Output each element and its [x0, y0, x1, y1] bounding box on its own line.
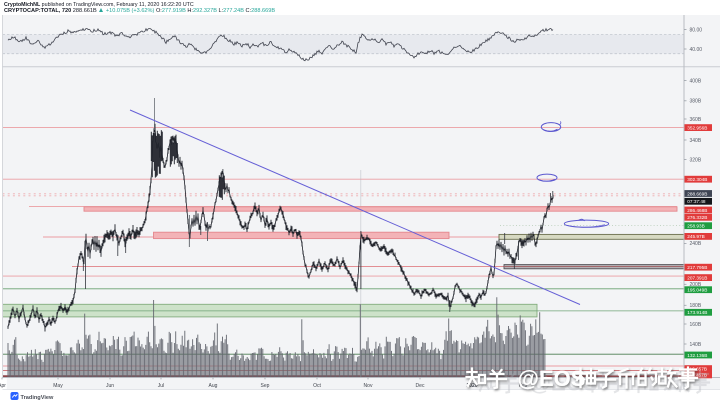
svg-text:Dec: Dec: [416, 383, 425, 389]
svg-text:40.00: 40.00: [690, 47, 703, 53]
svg-text:80.00: 80.00: [690, 27, 703, 33]
svg-text:258.93B: 258.93B: [687, 224, 704, 229]
svg-text:@EOS: @EOS: [518, 366, 586, 391]
svg-text:276.332B: 276.332B: [687, 215, 707, 220]
svg-text:200B: 200B: [690, 282, 702, 288]
svg-text:173.914B: 173.914B: [687, 310, 707, 315]
svg-text:160B: 160B: [690, 322, 702, 328]
svg-text:132.136B: 132.136B: [687, 353, 707, 358]
svg-text:Jun: Jun: [106, 383, 114, 389]
svg-text:Nov: Nov: [364, 383, 373, 389]
svg-text:245.97B: 245.97B: [687, 234, 704, 239]
svg-text:Oct: Oct: [313, 383, 321, 389]
svg-text:110.457B: 110.457B: [687, 373, 707, 378]
svg-text:140B: 140B: [690, 342, 702, 348]
svg-text:2020: 2020: [466, 383, 477, 389]
svg-text:Jul: Jul: [158, 383, 164, 389]
svg-text:Feb: Feb: [519, 383, 528, 389]
svg-text:320B: 320B: [690, 157, 702, 163]
svg-text:240B: 240B: [690, 241, 702, 247]
svg-text:217.795B: 217.795B: [687, 265, 707, 270]
svg-text:Aug: Aug: [209, 383, 218, 389]
svg-text:340B: 340B: [690, 138, 702, 144]
svg-text:380B: 380B: [690, 99, 702, 105]
svg-text:May: May: [53, 383, 63, 389]
svg-text:302.304B: 302.304B: [687, 177, 707, 182]
svg-text:Apr: Apr: [0, 383, 6, 389]
svg-text:207.391B: 207.391B: [687, 275, 707, 280]
svg-text:288.669B: 288.669B: [687, 191, 707, 196]
svg-text:TradingView: TradingView: [21, 395, 54, 401]
svg-text:116.657B: 116.657B: [687, 366, 707, 371]
svg-text:195.049B: 195.049B: [687, 288, 707, 293]
svg-text:07:37:48: 07:37:48: [687, 199, 706, 204]
svg-text:Sep: Sep: [261, 383, 270, 389]
svg-text:180B: 180B: [690, 303, 702, 309]
svg-text:286.468B: 286.468B: [687, 208, 707, 213]
svg-text:400B: 400B: [690, 78, 702, 84]
svg-text:352.956B: 352.956B: [687, 125, 707, 130]
svg-text:360B: 360B: [690, 117, 702, 123]
